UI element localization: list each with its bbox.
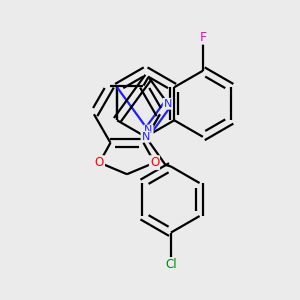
Text: N: N (144, 125, 153, 136)
Text: N: N (164, 99, 172, 109)
Text: N: N (142, 132, 150, 142)
Text: Cl: Cl (165, 258, 177, 271)
Text: O: O (95, 156, 104, 169)
Text: F: F (199, 31, 206, 44)
Text: O: O (150, 156, 159, 169)
